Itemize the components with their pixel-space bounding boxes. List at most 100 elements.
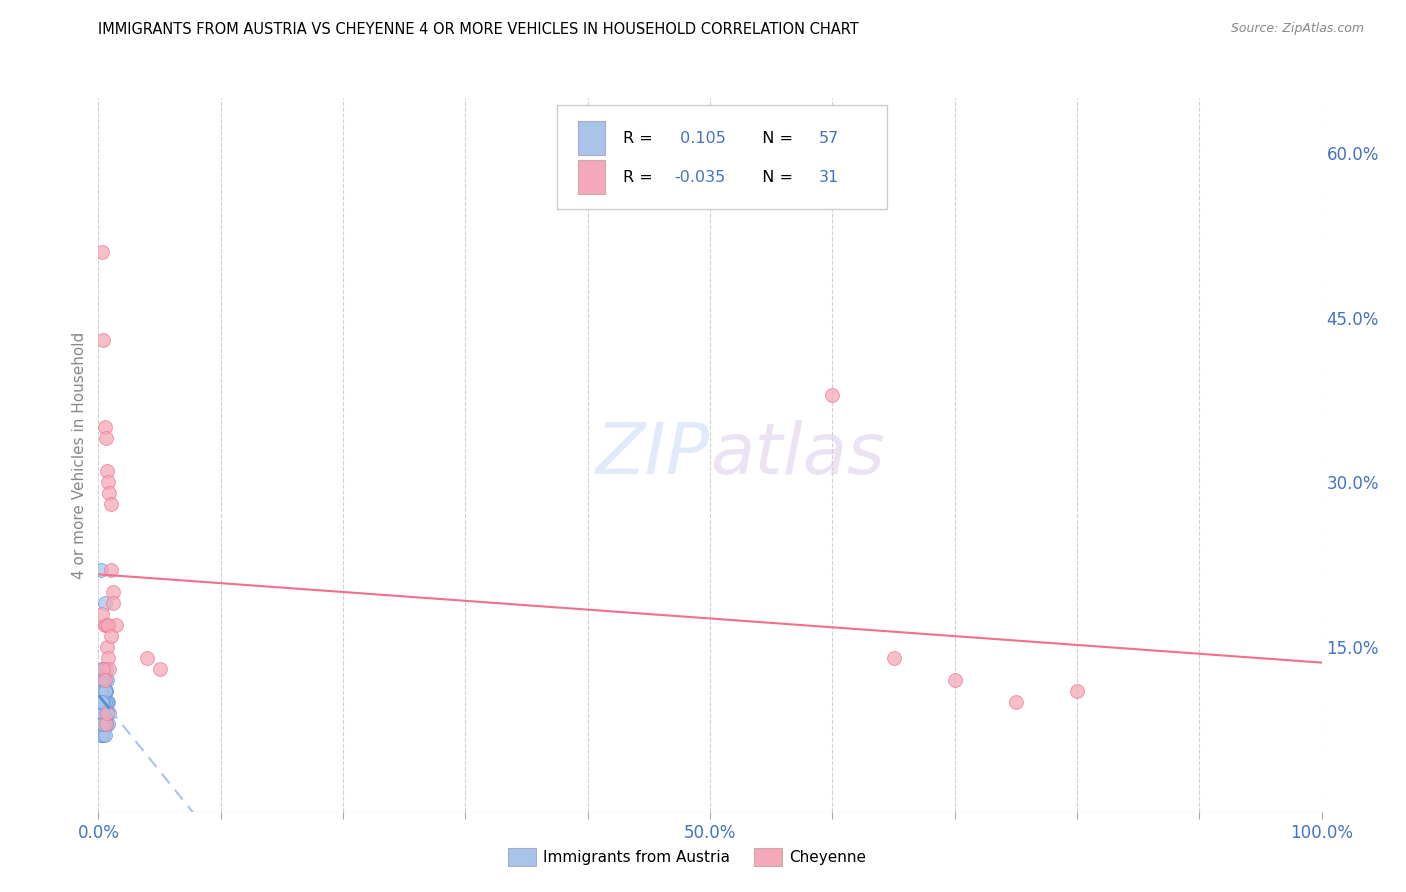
Text: -0.035: -0.035 bbox=[675, 169, 725, 185]
Point bbox=[97, 651, 120, 665]
Point bbox=[93, 420, 115, 434]
Point bbox=[89, 728, 111, 742]
Point bbox=[821, 387, 844, 401]
Point bbox=[91, 684, 114, 698]
Point bbox=[90, 717, 112, 731]
Text: ZIP: ZIP bbox=[596, 420, 710, 490]
Point bbox=[94, 684, 117, 698]
Point bbox=[943, 673, 966, 687]
Text: Immigrants from Austria: Immigrants from Austria bbox=[543, 850, 730, 864]
Point bbox=[93, 717, 115, 731]
Point bbox=[91, 333, 114, 347]
Point bbox=[93, 717, 115, 731]
Point bbox=[93, 717, 115, 731]
Text: N =: N = bbox=[752, 130, 797, 145]
Point bbox=[91, 717, 114, 731]
Point bbox=[93, 596, 115, 610]
Point bbox=[94, 432, 117, 446]
Point bbox=[91, 728, 114, 742]
Point bbox=[90, 695, 112, 709]
Point bbox=[91, 706, 114, 720]
Text: N =: N = bbox=[752, 169, 797, 185]
Point bbox=[1066, 684, 1088, 698]
Point bbox=[93, 728, 115, 742]
Point bbox=[101, 596, 124, 610]
Point bbox=[91, 673, 114, 687]
Point bbox=[91, 662, 114, 676]
Text: R =: R = bbox=[623, 169, 658, 185]
Point bbox=[89, 673, 111, 687]
Point bbox=[97, 717, 120, 731]
Text: atlas: atlas bbox=[710, 420, 884, 490]
Point bbox=[91, 673, 114, 687]
Point bbox=[98, 486, 121, 500]
Point bbox=[94, 706, 117, 720]
Point bbox=[91, 662, 114, 676]
Point bbox=[94, 717, 117, 731]
Point bbox=[91, 717, 114, 731]
Point bbox=[100, 629, 122, 643]
FancyBboxPatch shape bbox=[578, 161, 605, 194]
Point bbox=[93, 618, 115, 632]
Point bbox=[96, 706, 118, 720]
Point bbox=[91, 607, 114, 621]
Text: 0.105: 0.105 bbox=[675, 130, 725, 145]
FancyBboxPatch shape bbox=[557, 105, 887, 209]
Point bbox=[93, 695, 115, 709]
Point bbox=[100, 563, 122, 577]
Point bbox=[96, 706, 118, 720]
Point bbox=[94, 717, 117, 731]
Point bbox=[91, 695, 114, 709]
Point bbox=[91, 695, 114, 709]
Point bbox=[91, 706, 114, 720]
Text: IMMIGRANTS FROM AUSTRIA VS CHEYENNE 4 OR MORE VEHICLES IN HOUSEHOLD CORRELATION : IMMIGRANTS FROM AUSTRIA VS CHEYENNE 4 OR… bbox=[98, 22, 859, 37]
Point bbox=[94, 684, 117, 698]
Point bbox=[96, 640, 118, 654]
Point bbox=[93, 695, 115, 709]
Point bbox=[93, 695, 115, 709]
Point bbox=[97, 695, 120, 709]
Text: 31: 31 bbox=[818, 169, 839, 185]
Point bbox=[97, 618, 120, 632]
Point bbox=[136, 651, 159, 665]
FancyBboxPatch shape bbox=[578, 121, 605, 155]
Point bbox=[90, 706, 112, 720]
Point bbox=[883, 651, 905, 665]
Point bbox=[94, 706, 117, 720]
Text: 57: 57 bbox=[818, 130, 839, 145]
Point bbox=[91, 684, 114, 698]
Point bbox=[97, 475, 120, 490]
Point bbox=[91, 717, 114, 731]
Point bbox=[91, 717, 114, 731]
Point bbox=[98, 662, 121, 676]
Text: Cheyenne: Cheyenne bbox=[789, 850, 866, 864]
Point bbox=[91, 695, 114, 709]
Point bbox=[101, 585, 124, 599]
Point bbox=[96, 695, 118, 709]
Y-axis label: 4 or more Vehicles in Household: 4 or more Vehicles in Household bbox=[72, 331, 87, 579]
Point bbox=[91, 728, 114, 742]
Point bbox=[90, 684, 112, 698]
Point bbox=[91, 662, 114, 676]
Point bbox=[90, 695, 112, 709]
Point bbox=[93, 673, 115, 687]
Point bbox=[91, 695, 114, 709]
Point bbox=[93, 673, 115, 687]
Point bbox=[1004, 695, 1026, 709]
Point bbox=[96, 464, 118, 478]
Point bbox=[93, 706, 115, 720]
Point bbox=[91, 244, 114, 259]
Point bbox=[93, 684, 115, 698]
Point bbox=[94, 618, 117, 632]
Point bbox=[96, 673, 118, 687]
Point bbox=[149, 662, 172, 676]
Point bbox=[91, 695, 114, 709]
Point bbox=[91, 717, 114, 731]
Text: R =: R = bbox=[623, 130, 658, 145]
Point bbox=[91, 706, 114, 720]
Point bbox=[90, 563, 112, 577]
Point bbox=[94, 706, 117, 720]
Point bbox=[104, 618, 127, 632]
Point bbox=[98, 706, 121, 720]
Point bbox=[91, 684, 114, 698]
